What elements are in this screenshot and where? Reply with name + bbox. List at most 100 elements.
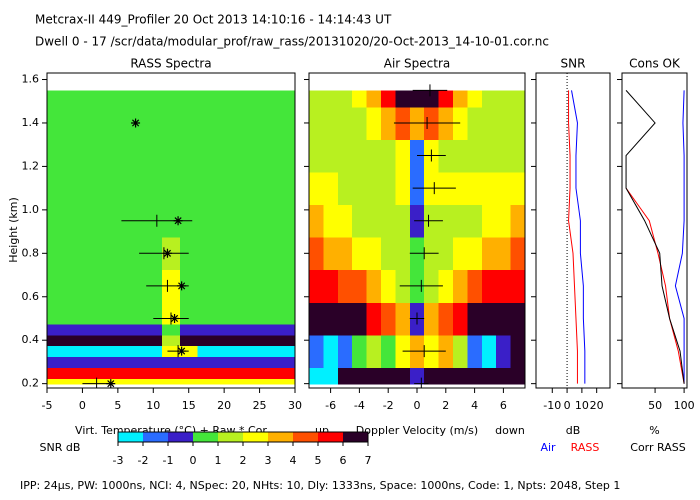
spectrum-cell xyxy=(381,302,396,336)
spectrum-cell xyxy=(395,139,411,173)
x-tick-label: 15 xyxy=(182,399,196,412)
spectrum-cell xyxy=(438,334,454,368)
spectrum-cell xyxy=(47,302,57,325)
spectrum-cell xyxy=(109,90,128,108)
spectrum-cell xyxy=(144,171,163,206)
spectrum-cell xyxy=(309,139,324,173)
spectrum-cell xyxy=(366,90,382,108)
spectrum-cell xyxy=(91,237,110,271)
spectrum-cell xyxy=(337,237,353,271)
colorbar-tick-label: -2 xyxy=(138,454,149,467)
x-axis-label: Doppler Velocity (m/s) xyxy=(356,424,478,437)
spectrum-cell xyxy=(268,269,287,303)
cor-marker xyxy=(106,379,116,388)
spectrum-cell xyxy=(197,106,216,140)
x-tick-label: 5 xyxy=(114,399,121,412)
spectrum-cell xyxy=(55,90,75,108)
spectrum-cell xyxy=(126,302,146,325)
spectrum-cell xyxy=(109,345,128,358)
spectrum-cell xyxy=(73,367,92,379)
spectrum-cell xyxy=(496,106,512,140)
spectrum-cell xyxy=(91,204,110,238)
spectrum-cell xyxy=(109,269,128,303)
spectrum-cell xyxy=(162,106,181,140)
spectrum-cell xyxy=(179,269,199,303)
spectrum-cell xyxy=(366,106,382,140)
spectrum-cell xyxy=(47,334,57,347)
spectrum-cell xyxy=(250,139,270,173)
spectrum-cell xyxy=(250,237,270,271)
spectrum-cell xyxy=(467,237,483,271)
spectrum-cell xyxy=(467,334,483,368)
spectrum-cell xyxy=(144,345,163,358)
spectrum-cell xyxy=(286,367,295,379)
cor-marker xyxy=(177,346,187,356)
spectrum-cell xyxy=(233,367,252,379)
y-tick-label: 0.8 xyxy=(22,246,40,259)
header-title: Metcrax-II 449_Profiler 20 Oct 2013 14:1… xyxy=(35,13,392,27)
spectrum-cell xyxy=(197,367,216,379)
spectrum-cell xyxy=(47,356,57,368)
spectrum-cell xyxy=(215,269,234,303)
spectrum-cell xyxy=(162,171,181,206)
y-tick-label: 1.4 xyxy=(22,116,40,129)
spectrum-cell xyxy=(215,334,234,347)
spectrum-cell xyxy=(510,90,525,108)
spectrum-cell xyxy=(233,171,252,206)
spectrum-cell xyxy=(268,356,287,368)
spectrum-cell xyxy=(352,269,368,303)
colorbar-tick-label: 6 xyxy=(340,454,347,467)
colorbar-tick-label: 1 xyxy=(215,454,222,467)
spectrum-cell xyxy=(215,237,234,271)
spectrum-cell xyxy=(438,139,454,173)
spectrum-cell xyxy=(268,302,287,325)
spectrum-cell xyxy=(481,139,497,173)
panel-title: RASS Spectra xyxy=(130,57,211,71)
spectrum-cell xyxy=(381,237,396,271)
spectrum-cell xyxy=(47,269,57,303)
spectrum-cell xyxy=(179,323,199,336)
panel xyxy=(309,84,525,388)
spectrum-cell xyxy=(126,345,146,358)
x-axis-label-right: down xyxy=(495,424,525,437)
spectrum-cell xyxy=(215,90,234,108)
spectrum-cell xyxy=(162,139,181,173)
spectrum-cell xyxy=(453,139,468,173)
spectrum-cell xyxy=(126,90,146,108)
spectrum-cell xyxy=(250,367,270,379)
spectrum-cell xyxy=(268,171,287,206)
spectrum-cell xyxy=(91,323,110,336)
spectrum-cell xyxy=(126,356,146,368)
spectrum-cell xyxy=(126,323,146,336)
spectrum-cell xyxy=(268,334,287,347)
spectrum-cell xyxy=(73,378,92,385)
spectrum-cell xyxy=(179,356,199,368)
spectrum-cell xyxy=(323,302,339,336)
x-tick-label: 2 xyxy=(442,399,449,412)
spectrum-cell xyxy=(453,302,468,336)
spectrum-cell xyxy=(91,269,110,303)
spectrum-cell xyxy=(309,237,324,271)
spectrum-cell xyxy=(162,356,181,368)
spectrum-cell xyxy=(268,367,287,379)
spectrum-cell xyxy=(162,367,181,379)
spectrum-cell xyxy=(109,334,128,347)
spectrum-cell xyxy=(250,204,270,238)
spectrum-cell xyxy=(197,334,216,347)
spectrum-cell xyxy=(73,171,92,206)
colorbar-segment xyxy=(243,432,268,442)
spectrum-cell xyxy=(337,90,353,108)
profile-line xyxy=(568,90,578,384)
spectrum-cell xyxy=(144,334,163,347)
x-tick-label: 25 xyxy=(253,399,267,412)
spectrum-cell xyxy=(453,171,468,206)
spectrum-cell xyxy=(438,367,454,385)
spectrum-cell xyxy=(309,302,324,336)
profile-line xyxy=(571,90,586,384)
spectrum-cell xyxy=(438,90,454,108)
spectrum-cell xyxy=(179,139,199,173)
spectrum-cell xyxy=(496,302,512,336)
spectrum-cell xyxy=(250,345,270,358)
spectrum-cell xyxy=(510,237,525,271)
spectrum-cell xyxy=(309,367,324,385)
